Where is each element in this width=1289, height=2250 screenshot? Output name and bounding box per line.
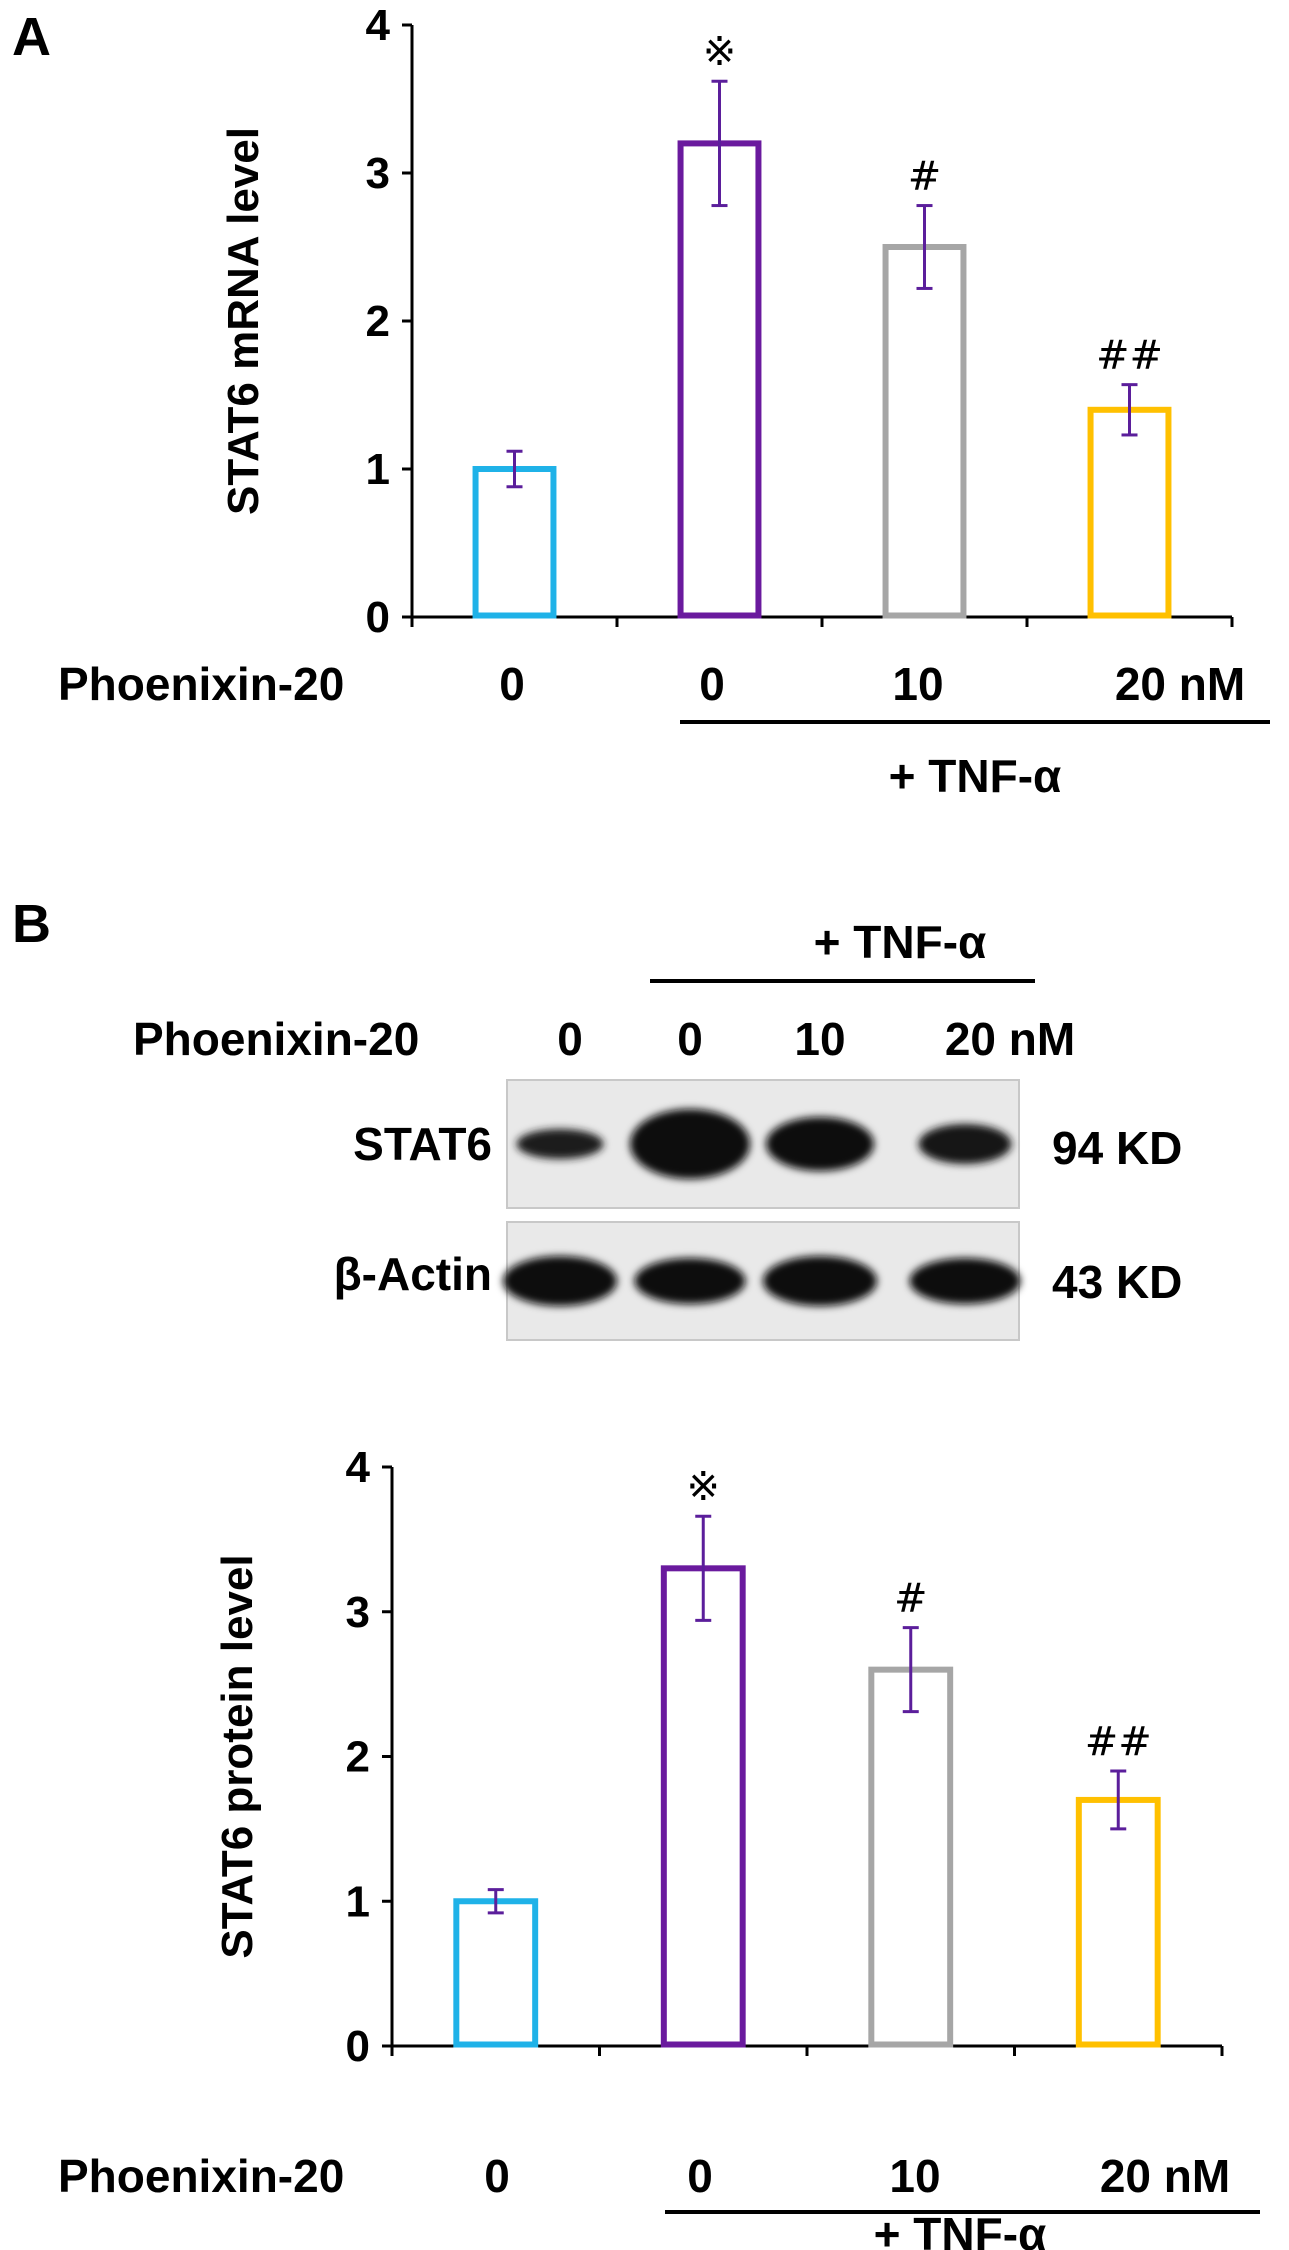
y-tick-label: 0 — [346, 2022, 370, 2071]
blot-band — [918, 1124, 1012, 1164]
blot-band — [516, 1129, 604, 1159]
blot-band — [909, 1258, 1021, 1304]
blot-row-label: Phoenixin-20 — [133, 1013, 419, 1065]
blot-lane-label: 10 — [794, 1013, 845, 1065]
chart-b-row-label: Phoenixin-20 — [58, 2150, 344, 2202]
bar — [882, 244, 967, 619]
x-category-label: 10 — [889, 2150, 940, 2202]
bar — [1075, 1796, 1161, 2048]
western-blot: STAT6 94 KD β-Actin 43 KD — [334, 1079, 1182, 1341]
blot-band-size: 43 KD — [1052, 1256, 1182, 1308]
y-tick-label: 0 — [366, 593, 390, 642]
x-category-label: 0 — [499, 658, 525, 710]
blot-lane-label: 0 — [557, 1013, 583, 1065]
blot-band — [630, 1109, 750, 1179]
blot-band-size: 94 KD — [1052, 1122, 1182, 1174]
blot-band — [634, 1258, 746, 1304]
significance-marker: ※ — [703, 29, 737, 75]
x-category-label: 20 nM — [1100, 2150, 1230, 2202]
blot-band — [763, 1256, 877, 1306]
bar — [660, 1565, 746, 2048]
chart-a-treatment-label: + TNF-α — [889, 750, 1062, 802]
y-tick-label: 3 — [366, 149, 390, 198]
blot-lane-label: 20 nM — [945, 1013, 1075, 1065]
blot-lane-label: 0 — [677, 1013, 703, 1065]
y-axis-label: STAT6 protein level — [213, 1554, 262, 1958]
x-category-label: 20 nM — [1115, 658, 1245, 710]
blot-treatment-label: + TNF-α — [814, 916, 987, 968]
significance-marker: # — [894, 1576, 928, 1622]
blot-lane-labels: 0 0 10 20 nM — [557, 1013, 1075, 1065]
panel-label-b: B — [12, 894, 51, 954]
y-tick-label: 1 — [366, 445, 390, 494]
blot-band — [766, 1117, 874, 1171]
significance-marker: ## — [1085, 1719, 1152, 1765]
bar — [453, 1898, 539, 2048]
y-tick-label: 4 — [346, 1443, 371, 1492]
bar — [1087, 406, 1172, 619]
panel-label-a: A — [12, 7, 51, 67]
blot-protein-label: β-Actin — [334, 1248, 492, 1300]
chart-a-row-label: Phoenixin-20 — [58, 658, 344, 710]
x-category-label: 0 — [687, 2150, 713, 2202]
significance-marker: ## — [1096, 333, 1163, 379]
chart-b: 0 1 2 3 4 STAT6 protein level 0 ※ 0 #10 ## 20 nM — [213, 1443, 1230, 2202]
significance-marker: # — [908, 154, 942, 200]
chart-b-treatment-label: + TNF-α — [874, 2208, 1047, 2250]
blot-band — [503, 1256, 617, 1306]
y-tick-label: 2 — [366, 297, 390, 346]
y-axis-label: STAT6 mRNA level — [219, 127, 268, 515]
bar — [677, 140, 762, 619]
y-tick-label: 3 — [346, 1588, 370, 1637]
y-tick-label: 1 — [346, 1877, 370, 1926]
blot-protein-label: STAT6 — [353, 1118, 492, 1170]
chart-a: 0 1 2 3 4 STAT6 mRNA level 0 ※ 0 #10 ## 20 nM — [219, 1, 1245, 710]
x-category-label: 0 — [484, 2150, 510, 2202]
x-category-label: 0 — [699, 658, 725, 710]
bar — [868, 1666, 954, 2048]
bar — [472, 466, 557, 619]
x-category-label: 10 — [892, 658, 943, 710]
y-tick-label: 2 — [346, 1733, 370, 1782]
significance-marker: ※ — [686, 1464, 720, 1510]
y-tick-label: 4 — [366, 1, 391, 50]
